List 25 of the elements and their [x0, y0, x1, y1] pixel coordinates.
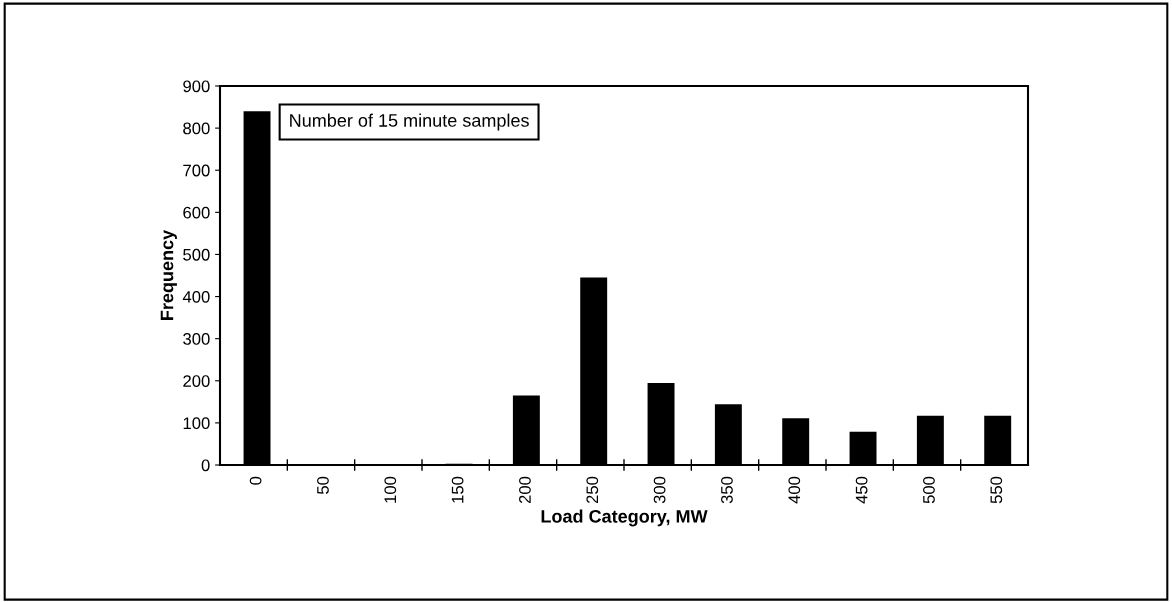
x-tick-label: 0 [249, 476, 262, 485]
y-tick-label: 700 [183, 164, 210, 177]
y-tick-label: 900 [183, 80, 210, 93]
annotation: Number of 15 minute samples [290, 113, 529, 131]
y-tick-label: 0 [201, 459, 210, 472]
y-tick-label: 300 [183, 333, 210, 345]
y-axis-title: Frequency [160, 229, 177, 320]
x-tick-label: 450 [855, 476, 868, 504]
x-tick-label: 150 [451, 476, 464, 503]
x-tick-label: 300 [653, 476, 666, 504]
y-tick-label: 800 [183, 122, 210, 135]
x-tick-label: 350 [721, 476, 733, 504]
y-tick-label: 100 [183, 417, 210, 430]
y-tick-label: 200 [183, 375, 210, 387]
x-tick-label: 100 [384, 476, 397, 503]
x-tick-label: 500 [923, 476, 935, 504]
y-tick-label: 400 [182, 290, 210, 303]
y-tick-label: 600 [183, 206, 210, 219]
x-tick-label: 550 [990, 476, 1003, 504]
x-tick-label: 250 [586, 476, 599, 504]
x-tick-label: 400 [788, 476, 801, 504]
x-axis-title: Load Category, MW [541, 509, 708, 527]
y-tick-label: 500 [183, 248, 210, 261]
x-tick-label: 50 [317, 476, 329, 494]
x-tick-label: 200 [519, 476, 531, 504]
